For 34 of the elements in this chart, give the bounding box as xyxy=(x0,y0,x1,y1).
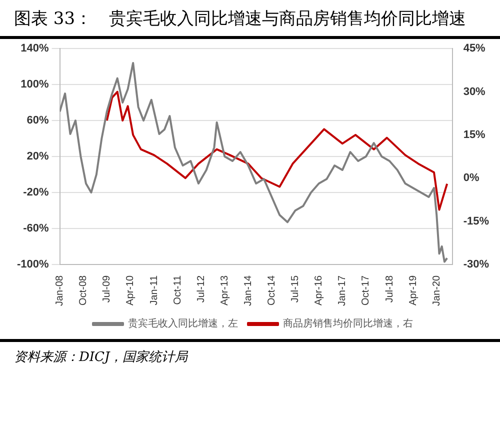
x-tick-label: Jul-18 xyxy=(384,275,396,303)
x-tick-label: Oct-17 xyxy=(360,274,372,306)
x-tick-label: Apr-10 xyxy=(125,274,136,306)
y2-tick-label: 45% xyxy=(463,42,486,55)
y-tick-label: -60% xyxy=(23,222,50,234)
y-tick-label: 140% xyxy=(20,42,50,55)
x-tick-label: Oct-08 xyxy=(78,274,90,306)
x-tick-label: Jan-20 xyxy=(431,274,442,306)
x-tick-label: Oct-14 xyxy=(266,274,278,306)
x-tick-label: Jul-09 xyxy=(102,275,113,303)
x-tick-label: Jan-14 xyxy=(242,274,254,306)
y-tick-label: -100% xyxy=(17,258,50,270)
x-tick-label: Oct-11 xyxy=(172,275,184,305)
y-tick-label: 60% xyxy=(26,114,49,127)
x-tick-label: Jul-12 xyxy=(196,275,207,303)
y-tick-label: 20% xyxy=(26,150,49,163)
y2-tick-label: 15% xyxy=(463,128,486,141)
text: 资料来源：DICJ，国家统计局 xyxy=(0,339,500,372)
legend-label: 贵宾毛收入同比增速，左 xyxy=(128,318,238,330)
legend-label: 商品房销售均价同比增速，右 xyxy=(283,318,413,330)
x-tick-label: Jan-17 xyxy=(337,274,348,306)
chart-title: 图表 33： 贵宾毛收入同比增速与商品房销售均价同比增速 xyxy=(0,0,500,39)
x-tick-label: Jan-11 xyxy=(148,274,160,306)
x-tick-label: Apr-19 xyxy=(408,274,419,306)
x-tick-label: Apr-16 xyxy=(314,274,325,306)
x-tick-label: Apr-13 xyxy=(219,274,230,306)
x-tick-label: Jul-15 xyxy=(290,275,302,303)
y2-tick-label: 0% xyxy=(463,172,480,184)
x-tick-label: Jan-08 xyxy=(54,274,66,306)
y-tick-label: -20% xyxy=(23,186,50,199)
y2-tick-label: 30% xyxy=(463,86,486,98)
y-tick-label: 100% xyxy=(20,78,50,91)
y2-tick-label: -30% xyxy=(463,258,490,270)
y2-tick-label: -15% xyxy=(463,215,490,228)
